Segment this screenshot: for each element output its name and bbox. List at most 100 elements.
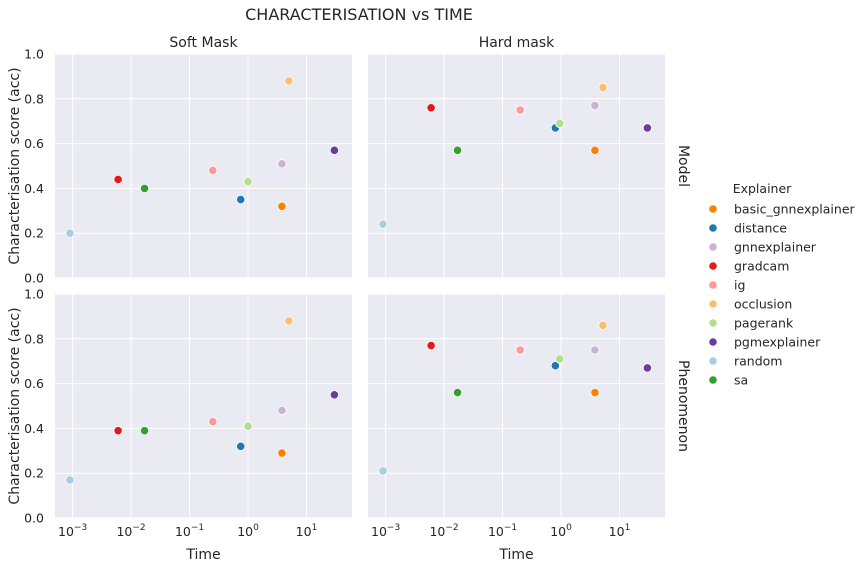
data-point-gradcam xyxy=(426,103,436,113)
y-tick-label: 1.0 xyxy=(24,47,44,62)
legend-item-ig: ig xyxy=(708,278,745,293)
data-point-pgmexplainer xyxy=(642,123,652,133)
data-point-basic_gnnexplainer xyxy=(277,448,287,458)
legend: Explainer basic_gnnexplainer distance gnne… xyxy=(708,181,856,388)
y-tick-label: 0.6 xyxy=(24,136,44,151)
y-tick-label: 0.0 xyxy=(24,511,44,526)
data-point-basic_gnnexplainer xyxy=(590,145,600,155)
legend-marker xyxy=(708,337,718,347)
legend-label: basic_gnnexplainer xyxy=(734,202,856,217)
data-point-distance xyxy=(550,361,560,371)
x-tick-label: 100 xyxy=(237,523,259,539)
legend-marker xyxy=(708,375,718,385)
x-tick-label: 10−1 xyxy=(175,523,204,539)
row-header: Model xyxy=(675,145,691,187)
legend-marker xyxy=(708,299,718,309)
legend-item-occlusion: occlusion xyxy=(708,297,792,312)
data-point-pagerank xyxy=(555,118,565,129)
legend-label: pgmexplainer xyxy=(734,335,821,350)
y-tick-label: 0.8 xyxy=(24,91,44,106)
legend-marker xyxy=(708,261,718,271)
data-point-occlusion xyxy=(284,76,294,86)
data-point-gnnexplainer xyxy=(590,345,600,355)
y-tick-label: 0.6 xyxy=(24,376,44,391)
y-tick-label: 0.2 xyxy=(24,226,44,241)
data-point-occlusion xyxy=(598,320,608,330)
panel-background xyxy=(368,54,665,278)
data-point-basic_gnnexplainer xyxy=(277,201,287,211)
legend-label: random xyxy=(734,354,782,369)
x-tick-label: 101 xyxy=(296,523,318,539)
data-point-distance xyxy=(236,195,246,205)
x-tick-label: 10−3 xyxy=(371,523,400,539)
legend-item-basic_gnnexplainer: basic_gnnexplainer xyxy=(708,202,856,217)
panel-background xyxy=(368,294,665,518)
data-point-gradcam xyxy=(426,340,436,351)
y-tick-label: 0.0 xyxy=(24,271,44,286)
legend-item-sa: sa xyxy=(708,373,748,388)
legend-marker xyxy=(708,356,718,366)
x-tick-label: 101 xyxy=(609,523,631,539)
y-axis-label: Characterisation score (acc) xyxy=(7,307,23,504)
data-point-basic_gnnexplainer xyxy=(590,387,600,398)
legend-marker xyxy=(708,242,718,252)
legend-label: gnnexplainer xyxy=(734,240,817,255)
y-tick-label: 1.0 xyxy=(24,287,44,302)
data-point-random xyxy=(65,228,75,238)
data-point-sa xyxy=(139,426,150,436)
legend-item-gradcam: gradcam xyxy=(708,259,789,274)
data-point-occlusion xyxy=(284,316,294,326)
x-tick-label: 100 xyxy=(550,523,572,539)
y-tick-label: 0.4 xyxy=(24,181,44,196)
legend-label: occlusion xyxy=(734,297,792,312)
panel-background xyxy=(55,54,352,278)
data-point-ig xyxy=(208,417,218,427)
legend-label: distance xyxy=(734,221,787,236)
legend-label: sa xyxy=(734,373,748,388)
legend-item-gnnexplainer: gnnexplainer xyxy=(708,240,817,255)
data-point-sa xyxy=(452,387,463,398)
y-axis-label: Characterisation score (acc) xyxy=(7,67,23,264)
x-axis-label: Time xyxy=(498,547,533,563)
data-point-pagerank xyxy=(555,354,565,364)
data-point-occlusion xyxy=(598,83,608,93)
x-tick-label: 10−1 xyxy=(488,523,517,539)
figure-title: CHARACTERISATION vs TIME xyxy=(245,5,473,24)
legend-label: ig xyxy=(734,278,745,293)
x-axis-label: Time xyxy=(185,547,220,563)
data-point-random xyxy=(65,475,75,485)
data-point-pgmexplainer xyxy=(329,390,339,400)
panel-model-hard-mask: Hard mask Model xyxy=(368,35,691,279)
data-point-gradcam xyxy=(113,426,123,436)
y-tick-label: 0.2 xyxy=(24,466,44,481)
legend-item-distance: distance xyxy=(708,221,787,236)
panel-background xyxy=(55,294,352,518)
data-point-ig xyxy=(515,345,525,355)
y-tick-label: 0.4 xyxy=(24,421,44,436)
data-point-random xyxy=(378,466,388,476)
data-point-random xyxy=(378,219,388,229)
data-point-sa xyxy=(139,183,150,193)
legend-marker xyxy=(708,318,718,328)
legend-label: pagerank xyxy=(734,316,794,331)
data-point-pgmexplainer xyxy=(329,145,339,155)
data-point-ig xyxy=(208,165,218,176)
data-point-sa xyxy=(452,145,463,155)
data-point-gnnexplainer xyxy=(590,100,600,111)
legend-label: gradcam xyxy=(734,259,789,274)
row-header: Phenomenon xyxy=(675,360,691,452)
column-header: Soft Mask xyxy=(169,35,238,51)
legend-item-pagerank: pagerank xyxy=(708,316,794,331)
x-tick-label: 10−2 xyxy=(116,523,145,539)
data-point-distance xyxy=(236,441,246,451)
y-tick-label: 0.8 xyxy=(24,331,44,346)
data-point-gnnexplainer xyxy=(277,159,287,169)
legend-marker xyxy=(708,223,718,233)
data-point-gnnexplainer xyxy=(277,405,287,416)
data-point-ig xyxy=(515,105,525,115)
legend-title: Explainer xyxy=(733,181,792,196)
x-tick-label: 10−2 xyxy=(429,523,458,539)
